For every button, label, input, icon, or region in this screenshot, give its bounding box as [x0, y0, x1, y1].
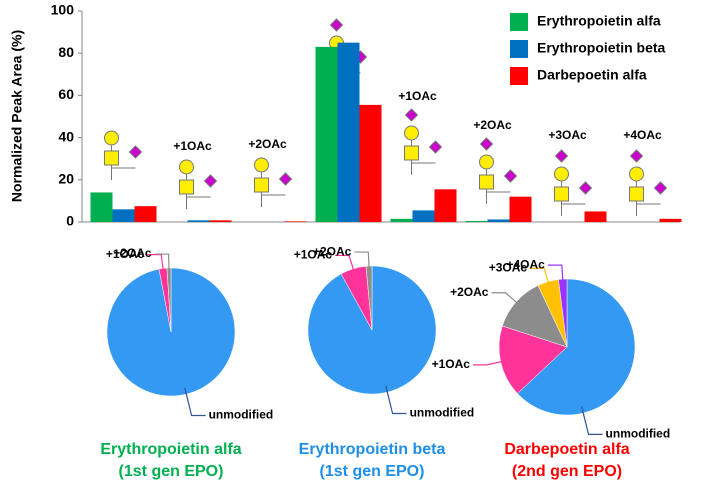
bar	[584, 211, 607, 222]
slice-label: +1OAc	[294, 248, 333, 262]
leader-line	[547, 264, 564, 286]
bar	[434, 189, 457, 222]
pie-title: Erythropoietin alfa	[100, 441, 241, 458]
y-tick-label: 0	[66, 213, 74, 229]
pie-subtitle: (2nd gen EPO)	[512, 463, 622, 480]
leader-line	[581, 406, 603, 435]
bar	[112, 209, 135, 222]
category-label: +1OAc	[398, 89, 437, 103]
leader-line	[491, 292, 522, 307]
leader-line	[335, 254, 356, 276]
glycan-diamond	[653, 181, 668, 195]
category-label: +1OAc	[173, 139, 212, 153]
bar	[337, 42, 360, 223]
bar	[90, 192, 113, 222]
bar	[187, 220, 210, 222]
pie-title: Erythropoietin beta	[299, 441, 446, 458]
bar	[509, 196, 532, 222]
leader-line	[530, 267, 551, 289]
y-tick-label: 20	[58, 171, 74, 187]
legend-swatch	[510, 67, 528, 85]
y-tick-label: 80	[58, 44, 74, 60]
glycan-square	[479, 174, 494, 190]
y-axis-label: Normalized Peak Area (%)	[9, 30, 25, 202]
bar	[134, 206, 157, 222]
category-label: +2OAc	[473, 118, 512, 132]
glycan-diamond	[203, 174, 218, 188]
glycan-circle	[554, 166, 569, 182]
bar	[659, 218, 682, 222]
pie-title: Darbepoetin alfa	[504, 441, 629, 458]
y-tick-label: 60	[58, 86, 74, 102]
slice-label: +2OAc	[313, 244, 352, 258]
slice-label: +4OAc	[506, 257, 545, 271]
slice-label: +2OAc	[450, 285, 489, 299]
slice-label: +1OAc	[106, 247, 145, 261]
leader-line	[472, 359, 508, 366]
glycan-square	[104, 150, 119, 166]
glycan-square	[179, 179, 194, 195]
glycan-diamond	[578, 181, 593, 195]
y-tick-label: 100	[51, 2, 75, 18]
bar	[284, 221, 307, 222]
leader-line	[385, 385, 407, 415]
legend-label: Darbepoetin alfa	[537, 67, 647, 83]
glycan-square	[404, 145, 419, 161]
pie-subtitle: (1st gen EPO)	[119, 463, 224, 480]
glycan-circle	[179, 159, 194, 175]
pie-slice	[517, 278, 636, 416]
glycan-diamond	[404, 108, 419, 122]
legend-label: Erythropoietin beta	[537, 40, 666, 56]
bar	[412, 210, 435, 222]
slice-label: +3OAc	[489, 260, 528, 274]
legend-swatch	[510, 13, 528, 31]
leader-line	[154, 253, 170, 275]
glycan-diamond	[554, 149, 569, 163]
category-label: +4OAc	[623, 128, 662, 142]
glycan-square	[254, 177, 269, 193]
leader-line	[354, 251, 370, 273]
glycan-circle	[254, 157, 269, 173]
glycan-square	[554, 186, 569, 202]
glycan-circle	[629, 166, 644, 182]
bar	[359, 104, 382, 222]
slice-label: +2OAc	[113, 246, 152, 260]
legend-swatch	[510, 40, 528, 58]
glycan-diamond	[329, 18, 344, 32]
legend-label: Erythropoietin alfa	[537, 13, 661, 29]
category-label: +3OAc	[548, 128, 587, 142]
bar	[487, 219, 510, 222]
glycan-diamond	[278, 172, 293, 186]
leader-line	[184, 387, 206, 417]
glycan-square	[629, 186, 644, 202]
glycan-circle	[479, 154, 494, 170]
bar	[209, 220, 232, 222]
slice-label: unmodified	[606, 427, 671, 441]
category-label: +2OAc	[248, 137, 287, 151]
y-tick-label: 40	[58, 128, 74, 144]
glycan-diamond	[503, 169, 518, 183]
glycan-diamond	[428, 140, 443, 154]
slice-label: +1OAc	[432, 357, 471, 371]
slice-label: unmodified	[209, 408, 274, 422]
bar	[315, 46, 338, 223]
bar	[465, 220, 488, 222]
slice-label: unmodified	[410, 406, 475, 420]
pie-subtitle: (1st gen EPO)	[320, 463, 425, 480]
glycan-diamond	[479, 137, 494, 151]
glycan-circle	[404, 125, 419, 141]
bar	[390, 218, 413, 222]
glycan-circle	[104, 130, 119, 146]
glycan-diamond	[629, 149, 644, 163]
glycan-diamond	[128, 145, 143, 159]
